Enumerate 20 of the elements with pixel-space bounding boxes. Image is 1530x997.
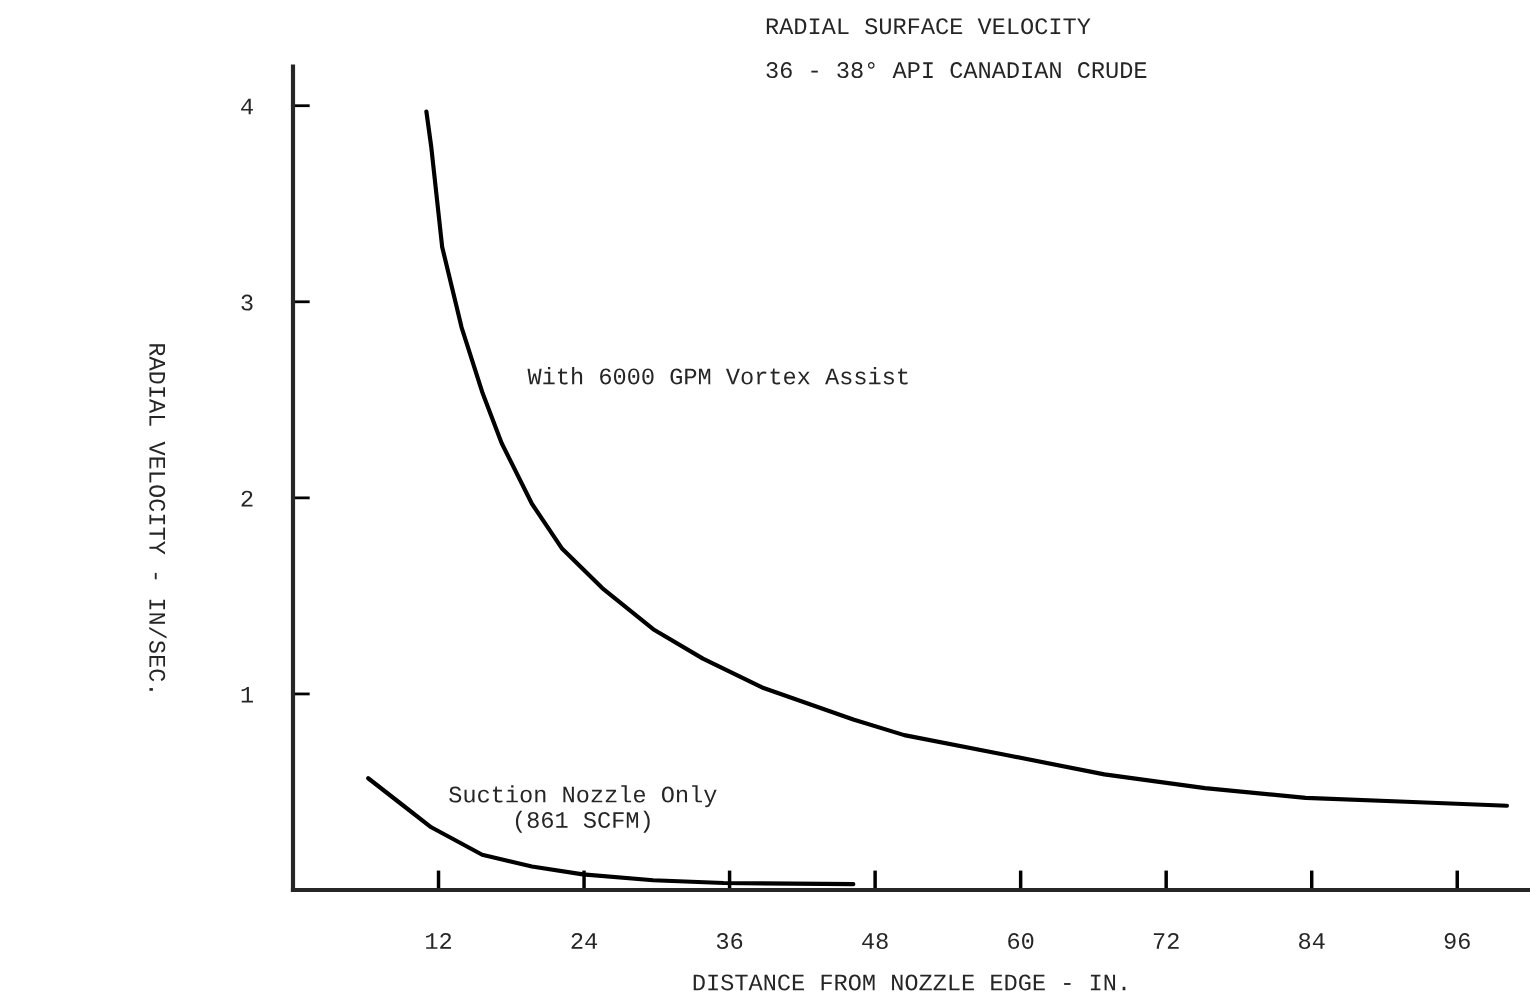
x-tick-label: 36 (716, 933, 743, 950)
y-axis-title: RADIAL VELOCITY - IN/SEC. (149, 344, 167, 691)
series-label: With 6000 GPM Vortex Assist (527, 367, 908, 385)
x-tick-label: 12 (426, 933, 452, 949)
chart-title: RADIAL SURFACE VELOCITY (766, 18, 1091, 35)
x-tick-label: 60 (1008, 933, 1034, 950)
y-tick-label: 4 (241, 98, 253, 115)
x-tick-label: 72 (1153, 933, 1179, 949)
x-tick-label: 96 (1444, 933, 1470, 950)
x-tick-label: 84 (1299, 933, 1325, 950)
line-series (424, 109, 1510, 808)
y-tick-label: 1 (241, 686, 253, 703)
series-label: Suction Nozzle Only (861 SCFM) (449, 785, 717, 833)
y-tick-label: 2 (241, 490, 253, 507)
x-tick-label: 24 (571, 933, 598, 949)
chart-subtitle: 36 - 38° API CANADIAN CRUDE (766, 62, 1147, 79)
y-tick-label: 3 (241, 294, 253, 311)
x-axis-title: DISTANCE FROM NOZZLE EDGE - IN. (693, 974, 1126, 991)
line-series (366, 776, 856, 887)
x-tick-label: 48 (862, 933, 888, 950)
